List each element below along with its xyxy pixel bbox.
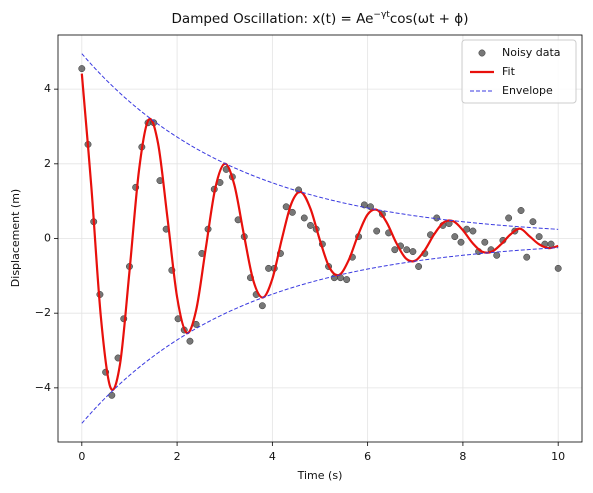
title-text: Damped Oscillation: x(t) = Ae xyxy=(172,11,374,27)
x-tick-label: 0 xyxy=(78,450,85,463)
data-point xyxy=(463,225,471,233)
plot-frame xyxy=(57,34,583,443)
fit-line xyxy=(80,73,559,391)
y-tick-label: −4 xyxy=(35,381,51,394)
envelope-line xyxy=(81,247,559,424)
data-point xyxy=(451,233,459,241)
data-point xyxy=(258,302,266,310)
x-tick-label: 4 xyxy=(269,450,276,463)
legend-label: Noisy data xyxy=(502,46,561,59)
y-axis-label: Displacement (m) xyxy=(9,189,22,287)
data-point xyxy=(517,207,525,214)
data-point xyxy=(186,337,194,345)
legend: Noisy data Fit Envelope xyxy=(461,39,577,104)
data-point xyxy=(457,238,465,246)
data-point xyxy=(535,233,543,241)
legend-box xyxy=(461,39,577,104)
x-axis-label: Time (s) xyxy=(297,469,343,482)
title-superscript: −γt xyxy=(373,10,390,20)
x-tick-label: 8 xyxy=(459,450,466,463)
data-point xyxy=(307,221,314,229)
data-point xyxy=(265,264,273,272)
y-tick-label: 2 xyxy=(44,157,51,170)
data-point xyxy=(505,214,513,222)
data-point xyxy=(409,248,417,256)
chart-title: Damped Oscillation: x(t) = Ae−γtcos(ωt +… xyxy=(172,10,469,28)
legend-marker xyxy=(478,49,486,57)
data-point xyxy=(300,214,308,222)
data-point xyxy=(469,227,477,235)
data-point xyxy=(391,246,399,254)
y-tick-label: −2 xyxy=(35,306,51,319)
legend-label: Envelope xyxy=(502,84,553,97)
x-tick-label: 2 xyxy=(174,450,181,463)
data-point xyxy=(554,264,562,272)
data-point xyxy=(481,238,489,246)
x-tick-label: 10 xyxy=(551,450,565,463)
data-point xyxy=(529,218,537,226)
data-point xyxy=(373,227,381,235)
data-point xyxy=(343,276,351,284)
y-tick-label: 0 xyxy=(44,232,51,245)
title-rest: cos(ωt + ϕ) xyxy=(390,11,469,27)
legend-label: Fit xyxy=(502,65,516,78)
envelope-line xyxy=(81,53,559,230)
data-point xyxy=(108,391,116,399)
data-point xyxy=(415,263,423,270)
data-point xyxy=(78,65,86,73)
data-point xyxy=(403,246,411,254)
data-point xyxy=(523,253,531,261)
x-tick-label: 6 xyxy=(364,450,371,463)
y-tick-label: 4 xyxy=(44,82,51,95)
data-point xyxy=(493,251,501,259)
